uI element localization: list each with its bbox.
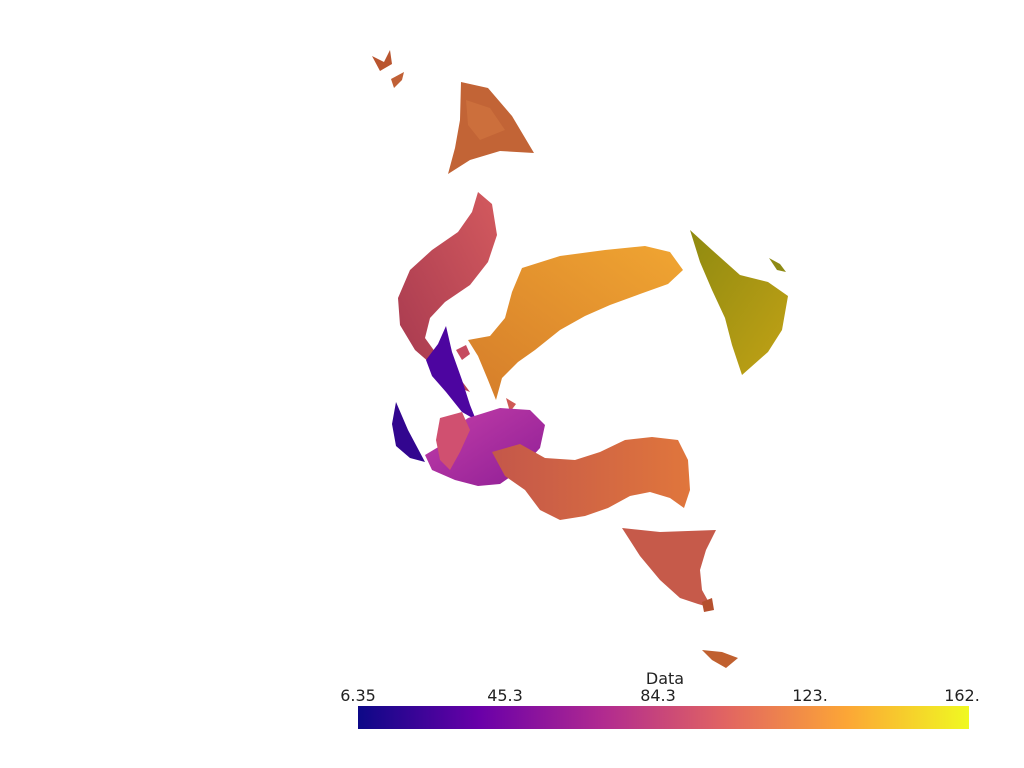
surface-shading — [466, 100, 505, 140]
surface-lower-triangle — [622, 528, 716, 608]
surface-fragment — [456, 345, 470, 360]
surface-fragment — [436, 412, 470, 470]
colorbar-tick-label: 162. — [944, 686, 980, 705]
surface-orange-blob — [468, 246, 683, 400]
surface-blue-shard — [392, 402, 425, 462]
surface-fragment — [506, 398, 516, 412]
colorbar-title: Data — [645, 669, 685, 688]
surface-fragment — [702, 598, 714, 612]
colorbar-tick-label: 6.35 — [340, 686, 376, 705]
colorbar-tick-label: 123. — [792, 686, 828, 705]
colorbar-gradient — [358, 706, 969, 729]
surface-fragment — [769, 258, 786, 272]
surface-coral-band — [492, 437, 690, 520]
surface-indigo-shard — [426, 326, 476, 420]
colorbar-tick-label: 84.3 — [640, 686, 676, 705]
surface-rose-ribbon — [398, 192, 497, 392]
colorbar-tick-label: 45.3 — [487, 686, 523, 705]
surface-fragment — [372, 50, 392, 71]
surface-olive-triangle — [690, 230, 788, 375]
surface-fragment — [702, 650, 738, 668]
surface-fragment — [391, 72, 404, 88]
